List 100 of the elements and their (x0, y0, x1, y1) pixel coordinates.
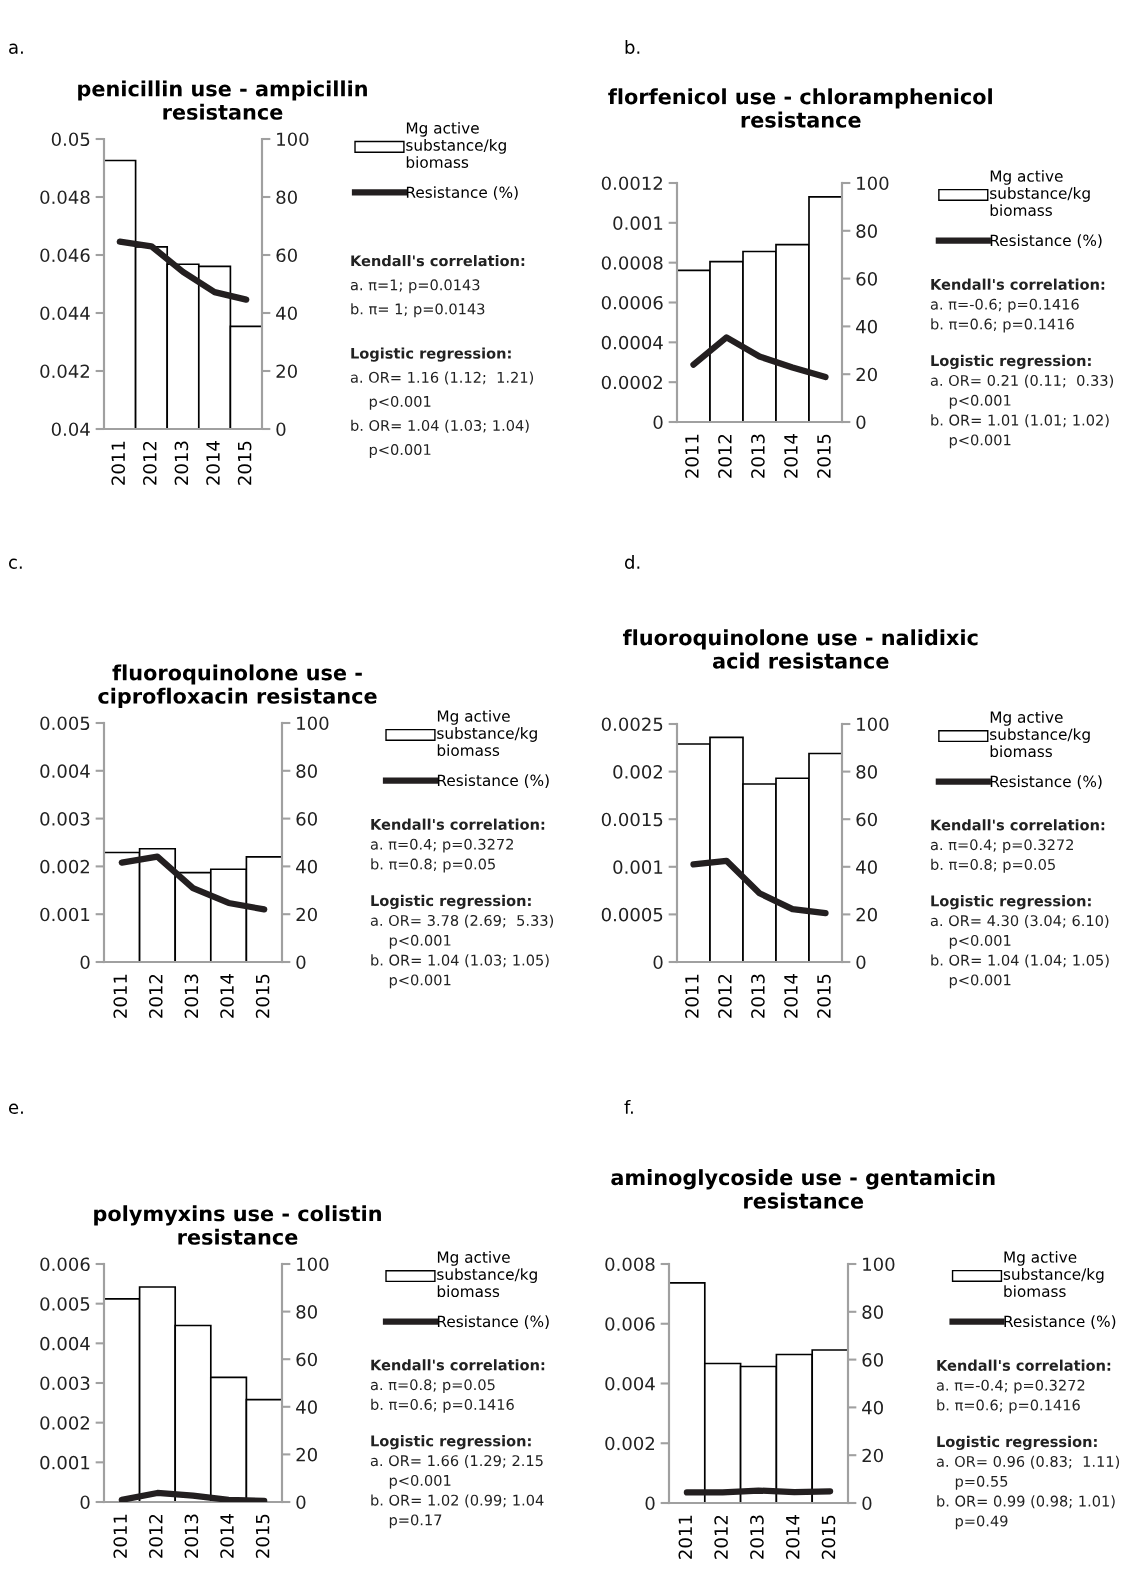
y2-tick-label: 60 (856, 812, 877, 827)
text: b. OR= 1.04 (1.03; 1.05) (371, 954, 549, 968)
chart-title: florfenicol use - chloramphenicol resistance (608, 88, 992, 128)
legend-label: Resistance (%) (1004, 1315, 1116, 1329)
y-tick-label: 0.048 (40, 190, 90, 205)
y-tick-label: 0.0012 (601, 176, 662, 191)
x-tick-label: 2015 (817, 974, 831, 1018)
y-tick-label: 0.0005 (601, 907, 663, 922)
x-tick-label: 2014 (220, 1514, 234, 1558)
x-tick-label: 2015 (255, 974, 270, 1018)
text: b. OR= 1.04 (1.04; 1.05) (931, 954, 1109, 968)
y-tick-label: 0.0015 (601, 812, 663, 827)
text: b. OR= 1.02 (0.99; 1.04 (371, 1494, 544, 1508)
x-tick-label: 2011 (111, 441, 126, 485)
x-tick-label: 2012 (718, 434, 732, 478)
y2-tick-label: 40 (856, 860, 877, 874)
text: Logistic regression: (937, 1435, 1097, 1451)
x-tick-label: 2012 (714, 1515, 728, 1559)
legend-label: Mg active substance/kg biomass (1003, 1250, 1104, 1298)
text: b. π= 1; p=0.0143 (351, 303, 485, 318)
legend-label: Mg active substance/kg biomass (437, 709, 537, 757)
legend-label: Resistance (%) (437, 1315, 549, 1329)
y2-tick-label: 40 (296, 859, 317, 874)
text: a. π=0.4; p=0.3272 (370, 838, 513, 853)
text: p<0.001 (949, 974, 1011, 989)
y-tick-label: 0 (653, 955, 663, 970)
text: b. π=0.8; p=0.05 (931, 858, 1055, 873)
y-tick-label: 0.0004 (601, 335, 663, 350)
y-tick-label: 0.005 (40, 716, 90, 731)
x-tick-label: 2015 (817, 434, 831, 478)
text: p<0.001 (949, 434, 1011, 449)
legend-label: Mg active substance/kg biomass (990, 169, 1090, 217)
chart-title: fluoroquinolone use - ciprofloxacin resistance (98, 664, 377, 708)
y2-tick-label: 0 (296, 955, 306, 970)
x-tick-label: 2014 (784, 974, 798, 1018)
chart-title: penicillin use - ampicillin resistance (78, 80, 367, 120)
y-tick-label: 0.005 (40, 1297, 90, 1311)
x-tick-label: 2013 (750, 1515, 764, 1559)
y-tick-label: 0 (645, 1496, 655, 1511)
text: Kendall's correlation: (937, 1359, 1111, 1371)
x-tick-label: 2011 (113, 1514, 128, 1558)
text: p=0.17 (389, 1514, 442, 1529)
y-tick-label: 0.002 (40, 859, 89, 874)
x-tick-label: 2013 (184, 974, 199, 1018)
x-tick-label: 2013 (174, 441, 189, 485)
y2-tick-label: 100 (863, 1257, 895, 1272)
y-tick-label: 0 (80, 955, 90, 970)
text: a. OR= 0.21 (0.11; 0.33) (930, 374, 1114, 388)
y-tick-label: 0.001 (613, 860, 663, 874)
text: p=0.55 (955, 1475, 1008, 1490)
y2-tick-label: 100 (857, 717, 889, 732)
text: b. OR= 1.01 (1.01; 1.02) (931, 414, 1109, 428)
text: p<0.001 (389, 974, 451, 989)
y2-tick-label: 100 (277, 132, 309, 147)
y2-tick-label: 80 (856, 765, 877, 779)
text: p=0.49 (955, 1515, 1008, 1530)
chart-title: fluoroquinolone use - nalidixic acid resistance (623, 629, 978, 669)
text: a. (9, 43, 23, 54)
x-tick-label: 2011 (685, 434, 699, 478)
text: e. (9, 1103, 23, 1114)
y-tick-label: 0.042 (40, 364, 89, 379)
text: a. π=-0.4; p=0.3272 (936, 1379, 1085, 1394)
legend-label: Mg active substance/kg biomass (437, 1251, 537, 1298)
y-tick-label: 0.004 (40, 764, 90, 778)
y-tick-label: 0.002 (40, 1416, 89, 1430)
chart-title: aminoglycoside use - gentamicin resistance (611, 1169, 995, 1209)
y-tick-label: 0.0002 (601, 375, 662, 390)
y-tick-label: 0.003 (40, 812, 90, 826)
y-tick-label: 0.008 (605, 1257, 655, 1272)
x-tick-label: 2012 (142, 441, 157, 485)
text: b. π=0.6; p=0.1416 (371, 1398, 514, 1413)
y-tick-label: 0.05 (51, 132, 90, 147)
y2-tick-label: 20 (862, 1448, 883, 1463)
y2-tick-label: 80 (856, 224, 877, 238)
y-tick-label: 0.002 (605, 1436, 654, 1451)
y-tick-label: 0.0008 (601, 256, 663, 270)
y-tick-label: 0.004 (605, 1376, 655, 1391)
y-tick-label: 0.046 (40, 248, 90, 263)
legend-label: Resistance (%) (990, 234, 1102, 248)
text: a. OR= 4.30 (3.04; 6.10) (930, 914, 1109, 928)
legend-label: Resistance (%) (990, 775, 1102, 789)
text: b. π=0.6; p=0.1416 (937, 1399, 1080, 1414)
text: p<0.001 (389, 1474, 451, 1489)
y-tick-label: 0.003 (40, 1376, 90, 1391)
text: a. OR= 0.96 (0.83; 1.11) (936, 1455, 1120, 1469)
text: b. π=0.6; p=0.1416 (931, 318, 1074, 333)
text: c. (9, 558, 22, 569)
text: a. OR= 1.66 (1.29; 2.15 (370, 1454, 543, 1468)
text: f. (624, 1100, 633, 1114)
y2-tick-label: 80 (296, 1305, 317, 1319)
text: a. OR= 1.16 (1.12; 1.21) (350, 371, 534, 385)
text: Kendall's correlation: (371, 1359, 545, 1371)
chart-title: polymyxins use - colistin resistance (94, 1205, 381, 1245)
y2-tick-label: 80 (862, 1305, 883, 1319)
text: b. OR= 1.04 (1.03; 1.04) (351, 419, 529, 433)
text: p<0.001 (389, 934, 451, 949)
y2-tick-label: 100 (857, 176, 889, 191)
y2-tick-label: 20 (856, 367, 877, 382)
y2-tick-label: 60 (276, 248, 297, 263)
text: Kendall's correlation: (931, 819, 1105, 831)
